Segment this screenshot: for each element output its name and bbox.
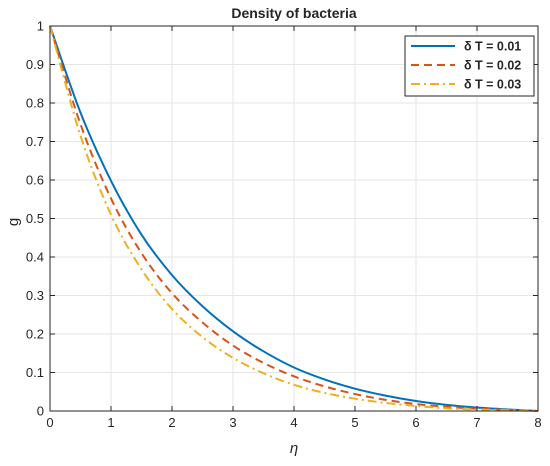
x-tick-label: 6 xyxy=(412,415,419,430)
y-tick-labels: 0 0.1 0.2 0.3 0.4 0.5 0.6 0.7 0.8 0.9 1 xyxy=(26,19,44,419)
chart-title: Density of bacteria xyxy=(231,5,356,21)
y-tick-label: 0.3 xyxy=(26,288,44,303)
x-tick-label: 7 xyxy=(473,415,480,430)
legend: δ T = 0.01 δ T = 0.02 δ T = 0.03 xyxy=(404,35,535,97)
series-line-1 xyxy=(49,25,539,412)
y-axis-label: g xyxy=(5,218,22,226)
y-tick-label: 0.8 xyxy=(26,96,44,111)
y-tick-label: 0.6 xyxy=(26,173,44,188)
y-tick-label: 0.9 xyxy=(26,57,44,72)
x-axis-label: η xyxy=(290,440,298,457)
legend-entries: δ T = 0.01 δ T = 0.02 δ T = 0.03 xyxy=(411,40,521,92)
x-tick-label: 8 xyxy=(534,415,541,430)
x-tick-labels: 0 1 2 3 4 5 6 7 8 xyxy=(46,415,541,430)
y-tick-label: 0.1 xyxy=(26,365,44,380)
legend-label-2: δ T = 0.02 xyxy=(464,59,521,73)
tick-marks xyxy=(49,25,539,412)
series-layer xyxy=(49,25,539,412)
grid-lines xyxy=(49,25,539,412)
legend-label-3: δ T = 0.03 xyxy=(464,78,521,92)
y-tick-label: 0 xyxy=(37,404,44,419)
x-tick-label: 5 xyxy=(351,415,358,430)
x-tick-label: 3 xyxy=(229,415,236,430)
y-tick-label: 0.7 xyxy=(26,134,44,149)
y-tick-label: 0.4 xyxy=(26,250,44,265)
legend-label-1: δ T = 0.01 xyxy=(464,40,521,54)
y-tick-label: 0.2 xyxy=(26,327,44,342)
y-tick-label: 1 xyxy=(37,19,44,34)
x-tick-label: 1 xyxy=(107,415,114,430)
series-line-2 xyxy=(49,25,539,412)
series-line-3 xyxy=(49,25,539,412)
x-tick-label: 2 xyxy=(168,415,175,430)
x-tick-label: 4 xyxy=(290,415,297,430)
x-tick-label: 0 xyxy=(46,415,53,430)
y-tick-label: 0.5 xyxy=(26,211,44,226)
